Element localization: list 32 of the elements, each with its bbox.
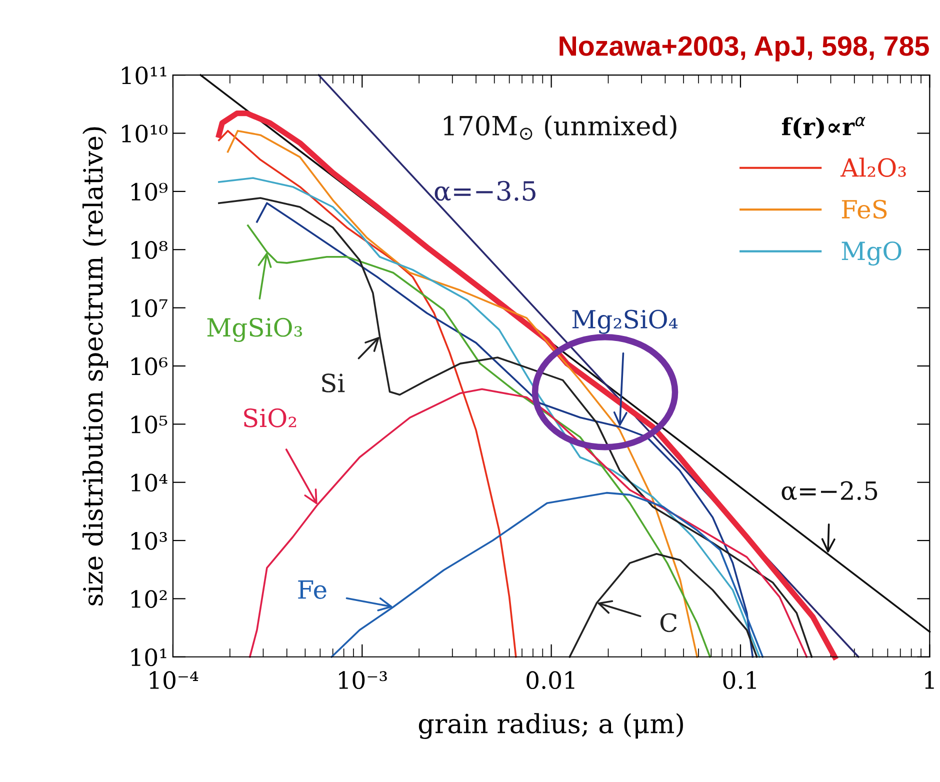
annotation: Si (322, 374, 345, 392)
x-tick-label: 10⁻⁴ (150, 671, 198, 690)
annotation: C (660, 613, 677, 632)
legend-label: MgO (842, 241, 902, 266)
y-tick-label: 10¹⁰ (122, 124, 168, 143)
annotation: SiO₂ (244, 408, 296, 428)
annotation: α=−2.5 (782, 481, 878, 500)
x-tick-label: 1 (925, 671, 934, 689)
x-tick-label: 0.01 (526, 671, 574, 690)
x-tick-label: 10⁻³ (339, 671, 387, 690)
legend-title: f(r)∝r$^{α}$ (782, 116, 866, 139)
y-tick-label: 10⁷ (131, 299, 168, 318)
y-tick-label: 10⁵ (131, 416, 168, 434)
annotation: Mg₂SiO₄ (572, 310, 678, 334)
y-tick-label: 10¹ (131, 648, 166, 666)
chart-title: Nozawa+2003, ApJ, 598, 785 (560, 36, 929, 62)
y-tick-label: 10¹¹ (122, 66, 166, 84)
y-tick-label: 10⁸ (131, 241, 168, 259)
annotation: 170M$_{⊙}$ (unmixed) (444, 115, 676, 140)
y-tick-label: 10² (131, 590, 167, 608)
x-tick-label: 0.1 (723, 671, 756, 690)
y-axis-title: size distribution spectrum (relative) (82, 127, 108, 606)
annotation: Fe (298, 580, 326, 599)
x-axis-title: grain radius; a (μm) (418, 713, 683, 739)
annotation: MgSiO₃ (207, 318, 302, 342)
y-tick-label: 10⁹ (131, 182, 168, 201)
annotation: α=−3.5 (434, 180, 536, 201)
y-tick-label: 10⁴ (131, 474, 168, 492)
legend-label: FeS (842, 200, 887, 219)
y-tick-label: 10⁶ (131, 357, 168, 376)
legend-label: Al₂O₃ (840, 158, 906, 177)
y-tick-label: 10³ (131, 532, 167, 550)
